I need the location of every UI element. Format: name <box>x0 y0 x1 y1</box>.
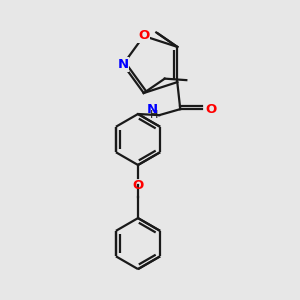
Text: O: O <box>206 103 217 116</box>
Text: N: N <box>117 58 129 71</box>
Text: O: O <box>132 179 144 192</box>
Text: O: O <box>138 29 149 43</box>
Text: N: N <box>147 103 158 116</box>
Text: H: H <box>149 110 158 120</box>
